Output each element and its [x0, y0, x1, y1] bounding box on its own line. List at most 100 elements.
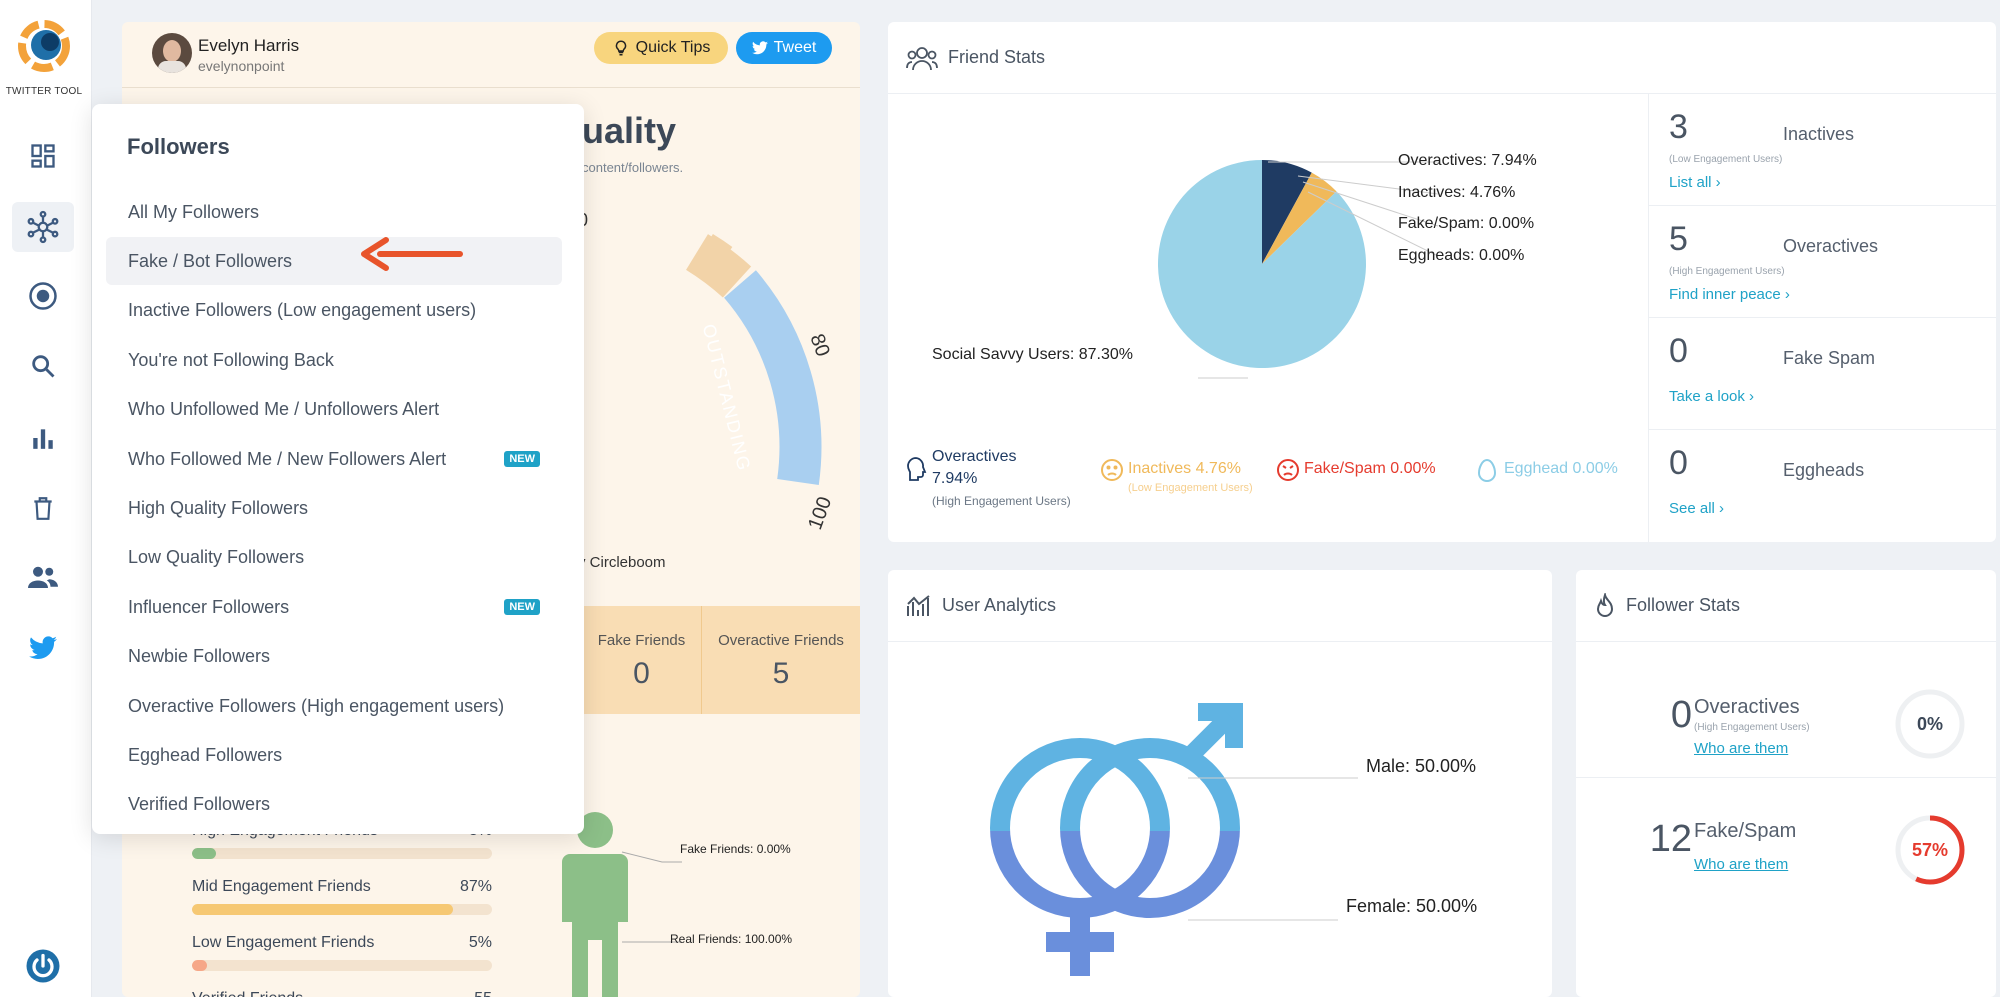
legend-overactives-value: 7.94% [932, 470, 978, 487]
egg-icon [1476, 458, 1498, 487]
bar-chart-icon[interactable] [25, 420, 61, 456]
tweet-button[interactable]: Tweet [736, 32, 832, 64]
follower-stats-card: Follower Stats 0 Overactives (High Engagem… [1576, 570, 1996, 997]
fake-friends-figure-label: Fake Friends: 0.00% [680, 842, 791, 856]
legend-overactives-sub: (High Engagement Users) [932, 494, 1071, 508]
power-icon[interactable] [25, 948, 61, 984]
overactive-friends-value: 5 [772, 657, 790, 690]
pie-label-inactives: Inactives: 4.76% [1398, 184, 1516, 201]
summary-number: 3 [1669, 108, 1688, 146]
pie-leader-lines [1198, 161, 1440, 379]
gender-leader-lines [1188, 777, 1358, 921]
summary-cell: 5 Overactives (High Engagement Users) Find … [1649, 206, 1996, 318]
friend-stats-header: Friend Stats [888, 22, 1996, 94]
menu-item-label: You're not Following Back [128, 349, 334, 370]
user-analytics-card: User Analytics Male: 50.00% Female: 50.0… [888, 570, 1552, 997]
summary-link[interactable]: List all › [1669, 174, 1721, 191]
menu-item[interactable]: Fake / Bot Followers [106, 237, 562, 286]
progress-ring-track [1895, 689, 1965, 759]
menu-item[interactable]: Who Unfollowed Me / Unfollowers Alert [106, 386, 562, 434]
user-handle: evelynonpoint [198, 58, 285, 74]
summary-cell: 0 Fake Spam Take a look › [1649, 318, 1996, 430]
trash-icon[interactable] [25, 490, 61, 526]
fake-friends-value: 0 [633, 657, 650, 690]
summary-link[interactable]: Find inner peace › [1669, 286, 1790, 303]
pie-slice-social-savvy-users[interactable] [1158, 160, 1366, 368]
follower-stat-label: Overactives [1694, 696, 1800, 718]
legend-fake-text: Fake/Spam 0.00% [1304, 460, 1436, 477]
dashboard-icon[interactable] [25, 138, 61, 174]
menu-item[interactable]: Inactive Followers (Low engagement users… [106, 287, 562, 335]
fake-friends-cell: Fake Friends 0 [582, 606, 702, 714]
pie-slice-inactives[interactable] [1262, 172, 1337, 264]
analytics-icon [906, 594, 932, 618]
angry-face-icon [1276, 458, 1300, 487]
followers-dropdown: Followers All My Followers Fake / Bot Fol… [92, 104, 584, 834]
network-icon[interactable] [12, 202, 74, 252]
red-arrow-icon [361, 237, 463, 271]
quick-tips-button[interactable]: Quick Tips [594, 32, 728, 64]
legend-egghead-text: Egghead 0.00% [1504, 460, 1618, 477]
legend-overactives-title: Overactives [932, 448, 1017, 465]
engagement-row: Verified Friends 55 [192, 990, 492, 997]
summary-label: Inactives [1783, 124, 1855, 144]
pie-slice-overactives[interactable] [1262, 160, 1312, 264]
pie-label-social: Social Savvy Users: 87.30% [932, 346, 1133, 363]
menu-item-label: Egghead Followers [128, 744, 283, 765]
follower-stats-title: Follower Stats [1626, 595, 1741, 615]
menu-item-label: Overactive Followers (High engagement us… [128, 695, 505, 716]
menu-item-label: Inactive Followers (Low engagement users… [128, 300, 477, 321]
summary-label: Fake Spam [1783, 348, 1876, 368]
search-icon[interactable] [25, 348, 61, 384]
engagement-pct: 55 [474, 990, 492, 997]
summary-number: 0 [1669, 332, 1688, 370]
menu-item[interactable]: Low Quality Followers [106, 534, 562, 582]
follower-stat-row: 12 Fake/Spam Who are them 57% [1576, 778, 1996, 914]
engagement-row: Low Engagement Friends 5% [192, 934, 492, 974]
who-are-them-link[interactable]: Who are them [1694, 740, 1789, 757]
menu-item-label: Low Quality Followers [128, 547, 305, 568]
head-icon [904, 456, 928, 487]
app-logo[interactable] [18, 20, 70, 72]
avatar[interactable] [152, 33, 192, 73]
pie-label-eggheads: Eggheads: 0.00% [1398, 247, 1525, 264]
engagement-fill [192, 960, 207, 971]
quality-title: uality [582, 110, 677, 151]
female-label: Female: 50.00% [1346, 896, 1478, 916]
follower-stats-header: Follower Stats [1576, 570, 1996, 642]
menu-item[interactable]: Who Followed Me / New Followers Alert NEW [106, 435, 562, 483]
engagement-label: Low Engagement Friends [192, 934, 375, 951]
menu-item[interactable]: Newbie Followers [106, 633, 562, 681]
summary-sub: (High Engagement Users) [1669, 266, 1785, 277]
follower-stat-number: 0 [1670, 694, 1692, 736]
menu-item[interactable]: All My Followers [106, 188, 562, 236]
summary-link[interactable]: See all › [1669, 500, 1725, 517]
menu-item[interactable]: You're not Following Back [106, 336, 562, 384]
menu-item[interactable]: Verified Followers [106, 781, 562, 829]
target-icon[interactable] [25, 278, 61, 314]
menu-item-label: Who Unfollowed Me / Unfollowers Alert [128, 399, 440, 420]
menu-item-label: High Quality Followers [128, 497, 309, 518]
follower-stat-row: 0 Overactives (High Engagement Users) Who a… [1576, 642, 1996, 778]
dropdown-title: Followers [127, 134, 230, 159]
pie-label-overactives: Overactives: 7.94% [1398, 152, 1537, 169]
figure-leader-lines [621, 851, 682, 943]
menu-item[interactable]: High Quality Followers [106, 484, 562, 532]
friend-stats-card: Friend Stats Overactives: 7.94% Inactive… [888, 22, 1996, 542]
menu-item[interactable]: Overactive Followers (High engagement us… [106, 682, 562, 730]
menu-item[interactable]: Egghead Followers [106, 731, 562, 779]
real-friends-figure-label: Real Friends: 100.00% [670, 932, 793, 946]
follower-stat-label: Fake/Spam [1694, 820, 1797, 842]
user-analytics-header: User Analytics [888, 570, 1552, 642]
engagement-pct: 5% [468, 934, 492, 951]
legend-inactives-text: Inactives 4.76% [1128, 460, 1241, 477]
overactive-friends-label: Overactive Friends [718, 632, 844, 649]
people-icon[interactable] [25, 560, 61, 596]
progress-ring [1895, 815, 1965, 885]
twitter-icon[interactable] [25, 630, 61, 666]
user-analytics-title: User Analytics [942, 595, 1057, 615]
summary-link[interactable]: Take a look › [1669, 388, 1755, 405]
menu-item[interactable]: Influencer Followers NEW [106, 583, 562, 631]
person-figure [562, 812, 628, 997]
who-are-them-link[interactable]: Who are them [1694, 856, 1789, 873]
